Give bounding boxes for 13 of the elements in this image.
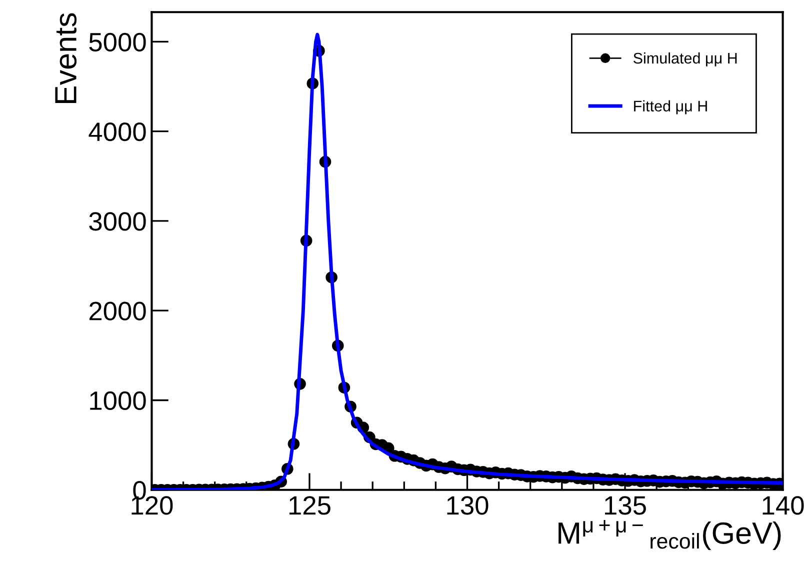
x-axis-title: M$^{μ+μ−}$$_{recoil}$(GeV)	[558, 520, 781, 550]
y-tick-label: 2000	[89, 302, 146, 320]
y-tick-label: 3000	[89, 212, 146, 231]
x-tick-label: 130	[447, 496, 488, 515]
y-tick-label: 4000	[88, 122, 146, 142]
x-tick-label: 135	[605, 496, 646, 515]
y-axis-title: Events	[55, 13, 77, 104]
y-tick-label: 1000	[90, 391, 146, 410]
x-tick-label: 140	[762, 496, 804, 515]
legend-label: Simulated μμ H	[634, 52, 737, 66]
x-tick-label: 125	[289, 496, 330, 515]
legend-label: Fitted μμ H	[634, 100, 707, 114]
y-tick-label: 5000	[89, 32, 146, 52]
